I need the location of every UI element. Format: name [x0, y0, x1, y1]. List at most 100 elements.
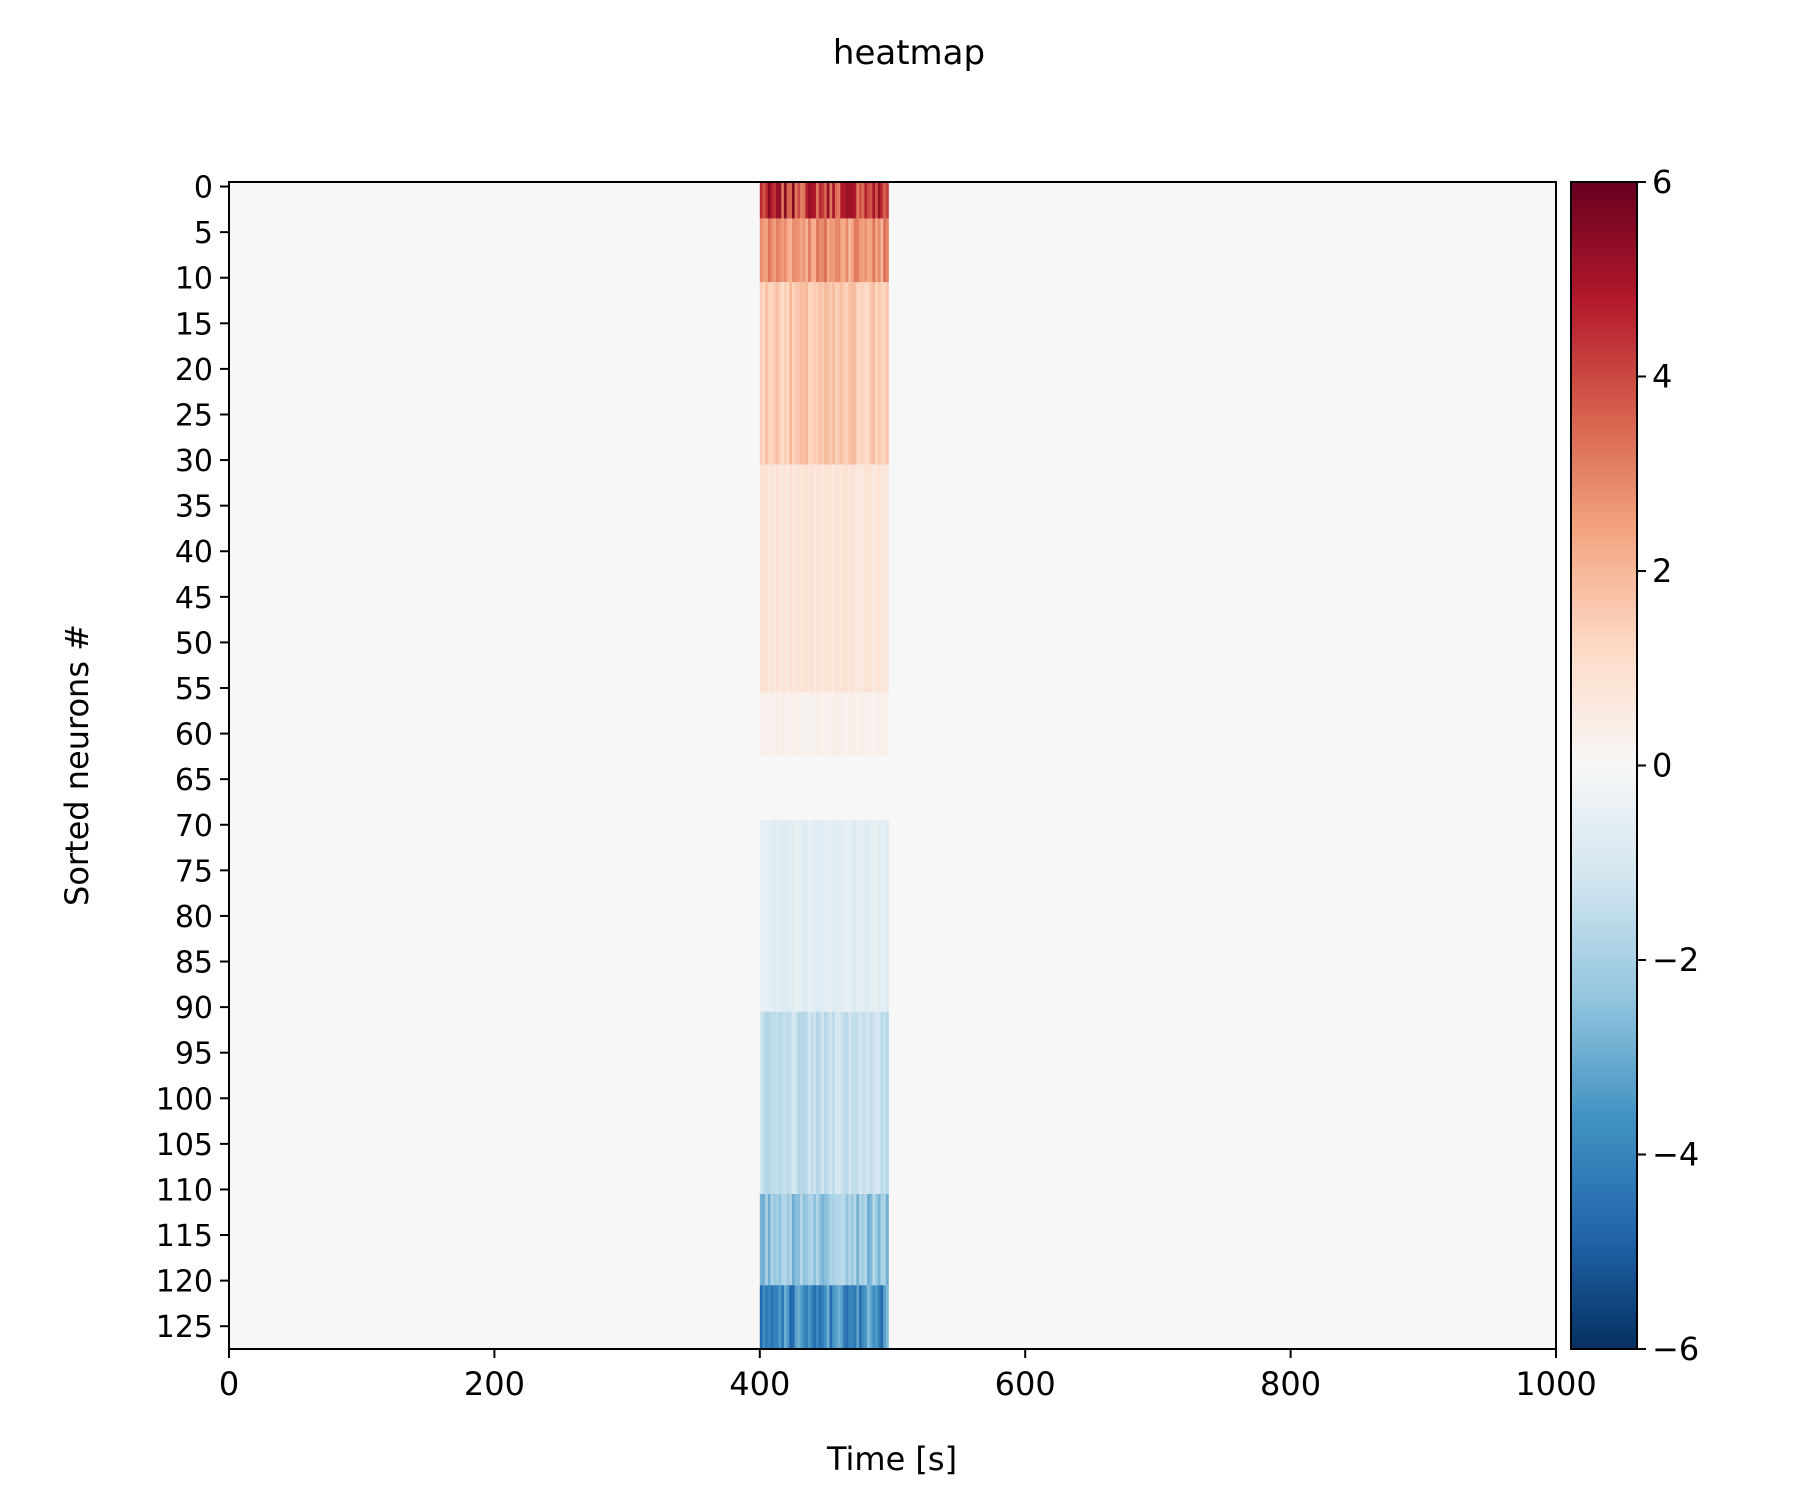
heatmap-cell: [816, 820, 820, 1012]
heatmap-cell: [805, 820, 809, 1012]
heatmap-cell: [864, 1285, 868, 1349]
heatmap-row-group-3: [759, 464, 889, 693]
heatmap-cell: [877, 1194, 881, 1286]
heatmap-cell: [810, 1194, 814, 1286]
heatmap-cell: [805, 182, 809, 219]
y-tick-label: 65: [175, 763, 213, 798]
heatmap-cell: [802, 282, 806, 465]
y-tick-label: 5: [194, 216, 213, 251]
heatmap-cell: [861, 1194, 865, 1286]
heatmap-cell: [853, 1194, 857, 1286]
y-tick-label: 100: [156, 1082, 213, 1117]
heatmap-cell: [818, 218, 822, 283]
heatmap-cell: [861, 692, 865, 757]
heatmap-cell: [861, 1285, 865, 1349]
heatmap-cell: [864, 1011, 868, 1195]
heatmap-cell: [837, 282, 841, 465]
heatmap-cell: [834, 1285, 838, 1349]
heatmap-cell: [821, 1285, 825, 1349]
y-tick-label: 95: [175, 1037, 213, 1072]
heatmap-cell: [810, 756, 814, 821]
heatmap-cell: [880, 1194, 884, 1286]
heatmap-cell: [824, 756, 828, 821]
heatmap-cell: [759, 756, 763, 821]
heatmap-cell: [805, 692, 809, 757]
heatmap-cell: [861, 218, 865, 283]
heatmap-cell: [869, 1011, 873, 1195]
heatmap-cell: [813, 692, 817, 757]
colorbar-tick-label: 0: [1652, 747, 1672, 785]
heatmap-cell: [872, 182, 876, 219]
heatmap-row-group-7: [759, 1011, 889, 1195]
heatmap-cell: [802, 1285, 806, 1349]
colorbar-tick-label: −4: [1652, 1136, 1699, 1174]
heatmap-cell: [826, 464, 830, 693]
heatmap-cell: [856, 692, 860, 757]
heatmap-cell: [840, 182, 844, 219]
heatmap-cell: [824, 282, 828, 465]
heatmap-cell: [810, 282, 814, 465]
y-tick-label: 75: [175, 854, 213, 889]
heatmap-cell: [765, 1011, 769, 1195]
heatmap-cell: [869, 282, 873, 465]
heatmap-cell: [834, 1194, 838, 1286]
heatmap-cell: [845, 464, 849, 693]
heatmap-cell: [797, 1285, 801, 1349]
heatmap-cell: [773, 282, 777, 465]
heatmap-cell: [859, 1285, 863, 1349]
heatmap-cell: [848, 282, 852, 465]
y-tick-label: 30: [175, 444, 213, 479]
heatmap-cell: [861, 464, 865, 693]
heatmap-cell: [826, 1285, 830, 1349]
x-tick-label: 0: [219, 1365, 239, 1403]
heatmap-cell: [824, 820, 828, 1012]
heatmap-cell: [840, 756, 844, 821]
heatmap-cell: [840, 692, 844, 757]
heatmap-cell: [759, 1285, 763, 1349]
heatmap-cell: [877, 692, 881, 757]
heatmap-cell: [848, 464, 852, 693]
heatmap-cell: [864, 464, 868, 693]
heatmap-cell: [826, 820, 830, 1012]
heatmap-cell: [853, 1011, 857, 1195]
heatmap-cell: [837, 464, 841, 693]
heatmap-cell: [850, 218, 854, 283]
heatmap-cell: [861, 756, 865, 821]
heatmap-cell: [797, 756, 801, 821]
heatmap-cell: [797, 1194, 801, 1286]
heatmap-cell: [834, 218, 838, 283]
heatmap-cell: [813, 1194, 817, 1286]
heatmap-cell: [783, 464, 787, 693]
heatmap-cell: [883, 182, 887, 219]
heatmap-cell: [872, 1011, 876, 1195]
heatmap-cell: [821, 282, 825, 465]
heatmap-cell: [845, 820, 849, 1012]
heatmap-cell: [783, 1194, 787, 1286]
heatmap-cell: [832, 1011, 836, 1195]
heatmap-cell: [845, 218, 849, 283]
heatmap-cell: [778, 756, 782, 821]
heatmap-cell: [883, 1194, 887, 1286]
heatmap-cell: [850, 692, 854, 757]
heatmap-cell: [853, 182, 857, 219]
heatmap-cell: [773, 820, 777, 1012]
heatmap-cell: [826, 282, 830, 465]
heatmap-cell: [826, 756, 830, 821]
heatmap-cell: [765, 464, 769, 693]
heatmap-cell: [880, 1011, 884, 1195]
heatmap-cell: [813, 182, 817, 219]
heatmap-cell: [783, 756, 787, 821]
heatmap-area: [229, 182, 1556, 1349]
heatmap-cell: [834, 1011, 838, 1195]
heatmap-cell: [794, 1285, 798, 1349]
heatmap-cell: [848, 756, 852, 821]
heatmap-cell: [810, 218, 814, 283]
heatmap-cell: [783, 1011, 787, 1195]
heatmap-cell: [842, 464, 846, 693]
colorbar-tick-label: −6: [1652, 1330, 1699, 1368]
heatmap-cell: [805, 1194, 809, 1286]
heatmap-cell: [765, 1285, 769, 1349]
heatmap-cell: [805, 464, 809, 693]
heatmap-cell: [781, 1011, 785, 1195]
heatmap-cell: [853, 218, 857, 283]
